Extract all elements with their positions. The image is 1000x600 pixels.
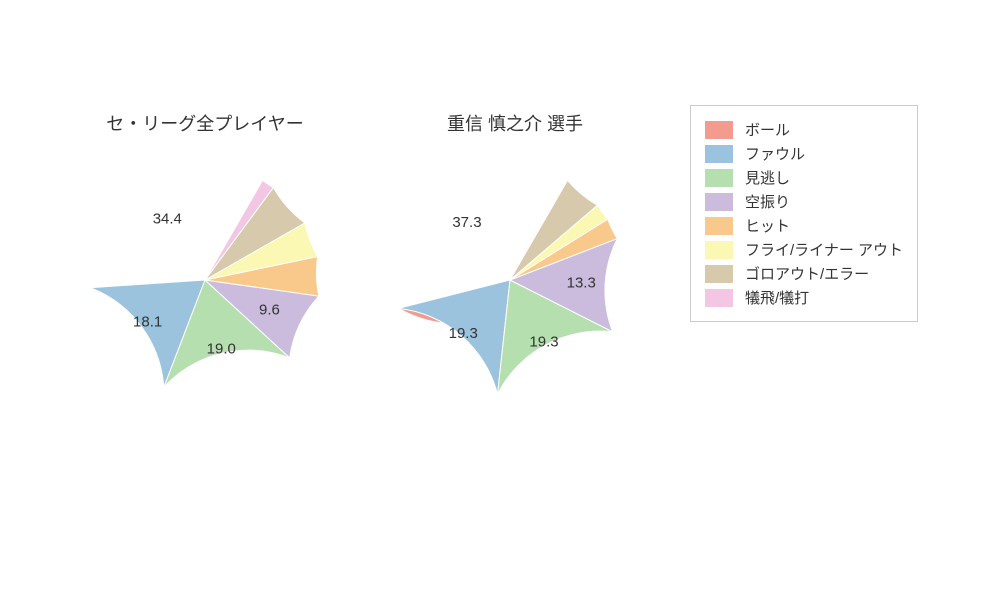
chart-title-player: 重信 慎之介 選手 bbox=[385, 110, 645, 136]
legend-swatch-swing bbox=[705, 193, 733, 211]
legend-item-sac: 犠飛/犠打 bbox=[705, 287, 903, 308]
legend-label-hit: ヒット bbox=[745, 215, 790, 236]
legend-label-ground: ゴロアウト/エラー bbox=[745, 263, 869, 284]
legend-item-ground: ゴロアウト/エラー bbox=[705, 263, 903, 284]
pie-chart-player: 37.3 19.3 19.3 13.3 bbox=[395, 165, 625, 395]
pie-label-foul: 19.3 bbox=[449, 325, 478, 342]
pie-label-swing: 9.6 bbox=[259, 301, 280, 318]
legend-item-looking: 見逃し bbox=[705, 167, 903, 188]
legend-swatch-sac bbox=[705, 289, 733, 307]
legend-label-looking: 見逃し bbox=[745, 167, 790, 188]
legend-item-hit: ヒット bbox=[705, 215, 903, 236]
pie-label-ball: 34.4 bbox=[153, 210, 182, 227]
legend-label-ball: ボール bbox=[745, 119, 790, 140]
legend-label-fly: フライ/ライナー アウト bbox=[745, 239, 903, 260]
legend-item-fly: フライ/ライナー アウト bbox=[705, 239, 903, 260]
legend-label-sac: 犠飛/犠打 bbox=[745, 287, 809, 308]
legend-swatch-fly bbox=[705, 241, 733, 259]
pie-label-ball: 37.3 bbox=[452, 214, 481, 231]
pie-label-looking: 19.0 bbox=[207, 340, 236, 357]
legend-label-foul: ファウル bbox=[745, 143, 805, 164]
chart-container: セ・リーグ全プレイヤー 重信 慎之介 選手 34.4 18.1 19.0 9.6 37… bbox=[0, 0, 1000, 600]
pie-label-looking: 19.3 bbox=[529, 334, 558, 351]
legend-item-foul: ファウル bbox=[705, 143, 903, 164]
legend-swatch-ball bbox=[705, 121, 733, 139]
legend-swatch-looking bbox=[705, 169, 733, 187]
legend-item-swing: 空振り bbox=[705, 191, 903, 212]
legend-swatch-foul bbox=[705, 145, 733, 163]
legend: ボールファウル見逃し空振りヒットフライ/ライナー アウトゴロアウト/エラー犠飛/… bbox=[690, 105, 918, 322]
pie-label-foul: 18.1 bbox=[133, 313, 162, 330]
chart-title-league: セ・リーグ全プレイヤー bbox=[75, 110, 335, 136]
pie-label-swing: 13.3 bbox=[567, 274, 596, 291]
legend-swatch-hit bbox=[705, 217, 733, 235]
pie-chart-league: 34.4 18.1 19.0 9.6 bbox=[90, 165, 320, 395]
legend-label-swing: 空振り bbox=[745, 191, 790, 212]
legend-item-ball: ボール bbox=[705, 119, 903, 140]
legend-swatch-ground bbox=[705, 265, 733, 283]
